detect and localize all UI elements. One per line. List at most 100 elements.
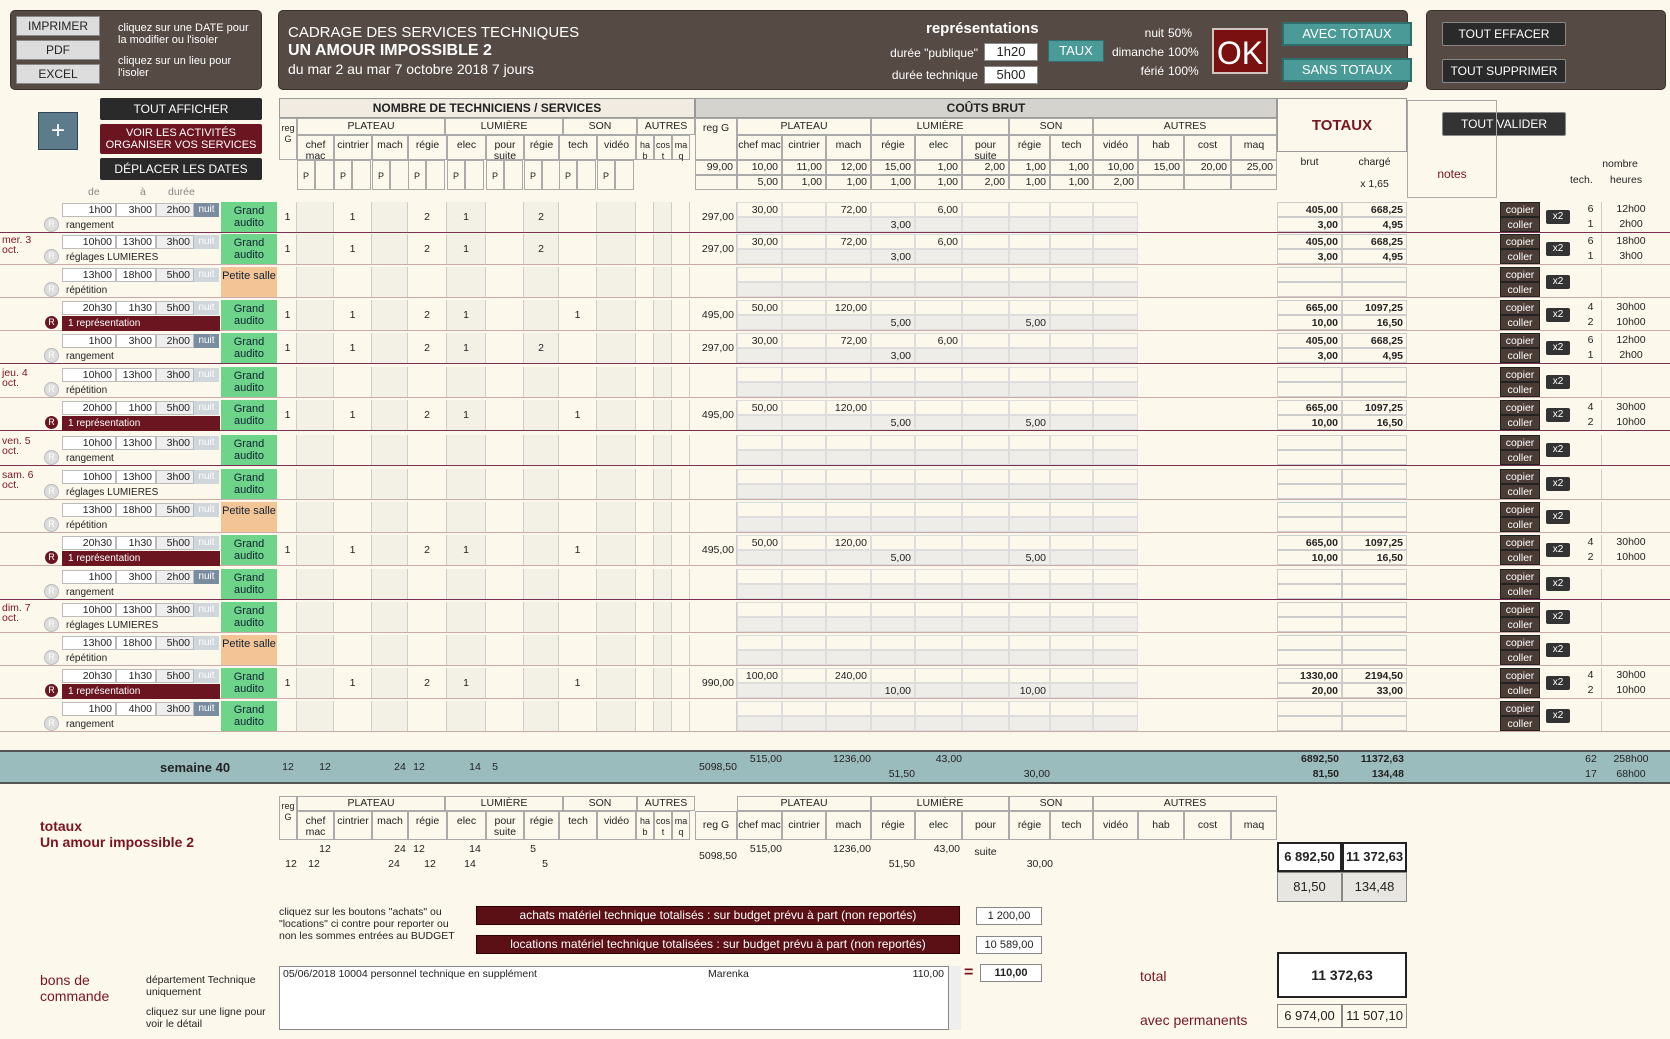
- copier-button[interactable]: copier: [1500, 267, 1540, 282]
- nb-cell[interactable]: [524, 602, 559, 632]
- nb-cell[interactable]: [636, 701, 654, 731]
- bons-line[interactable]: 05/06/2018 10004 personnel technique en …: [283, 968, 537, 980]
- nb-cell[interactable]: 2: [524, 202, 559, 232]
- nuit-toggle[interactable]: nuit: [194, 536, 219, 550]
- time-start[interactable]: 13h00: [62, 503, 116, 517]
- x2-button[interactable]: x2: [1546, 510, 1570, 524]
- nb-cell[interactable]: 1: [279, 400, 297, 430]
- coller-button[interactable]: coller: [1500, 415, 1540, 430]
- nuit-toggle[interactable]: nuit: [194, 203, 219, 217]
- nb-cell[interactable]: 2: [524, 234, 559, 264]
- nb-cell[interactable]: [408, 701, 447, 731]
- nb-cell[interactable]: [279, 469, 297, 499]
- nb-cell[interactable]: [372, 668, 408, 698]
- nb-cell[interactable]: [559, 367, 597, 397]
- nb-cell[interactable]: [297, 367, 334, 397]
- nb-cell[interactable]: [597, 602, 636, 632]
- row-activity[interactable]: rangement: [66, 587, 114, 598]
- rate2[interactable]: 1,00: [871, 175, 915, 190]
- nb-cell[interactable]: [636, 202, 654, 232]
- x2-button[interactable]: x2: [1546, 308, 1570, 322]
- nb-cell[interactable]: [636, 469, 654, 499]
- p-toggle[interactable]: P: [524, 160, 542, 190]
- tout-afficher-button[interactable]: TOUT AFFICHER: [100, 98, 262, 120]
- nb-cell[interactable]: [372, 569, 408, 599]
- coller-button[interactable]: coller: [1500, 282, 1540, 297]
- lieu[interactable]: Grand audito: [221, 400, 277, 430]
- voir-activites-button[interactable]: VOIR LES ACTIVITÉS ORGANISER VOS SERVICE…: [100, 124, 262, 154]
- nb-cell[interactable]: 1: [559, 300, 597, 330]
- nb-cell[interactable]: [297, 267, 334, 297]
- rate1[interactable]: 1,00: [915, 160, 962, 175]
- locations-button[interactable]: locations matériel technique totalisées …: [476, 935, 960, 954]
- nb-cell[interactable]: [486, 400, 524, 430]
- copier-button[interactable]: copier: [1500, 234, 1540, 249]
- nb-cell[interactable]: [597, 267, 636, 297]
- nb-cell[interactable]: [334, 435, 372, 465]
- coller-button[interactable]: coller: [1500, 348, 1540, 363]
- nb-cell[interactable]: [334, 635, 372, 665]
- time-end[interactable]: 13h00: [116, 235, 156, 249]
- nb-cell[interactable]: [559, 469, 597, 499]
- time-start[interactable]: 20h30: [62, 536, 116, 550]
- lieu[interactable]: Grand audito: [221, 569, 277, 599]
- copier-button[interactable]: copier: [1500, 400, 1540, 415]
- nb-cell[interactable]: [334, 569, 372, 599]
- nb-cell[interactable]: [408, 502, 447, 532]
- nb-cell[interactable]: [636, 502, 654, 532]
- rep-badge[interactable]: R: [44, 450, 59, 465]
- add-button[interactable]: +: [38, 112, 78, 150]
- tout-effacer-button[interactable]: TOUT EFFACER: [1442, 22, 1566, 46]
- time-end[interactable]: 1h30: [116, 301, 156, 315]
- nb-cell[interactable]: 1: [334, 300, 372, 330]
- nb-cell[interactable]: [297, 502, 334, 532]
- rate2[interactable]: 1,00: [826, 175, 871, 190]
- nuit-toggle[interactable]: nuit: [194, 436, 219, 450]
- time-end[interactable]: 3h00: [116, 334, 156, 348]
- row-activity[interactable]: rangement: [66, 453, 114, 464]
- nb-cell[interactable]: [672, 701, 690, 731]
- nb-cell[interactable]: 2: [408, 234, 447, 264]
- nb-cell[interactable]: [486, 435, 524, 465]
- achats-button[interactable]: achats matériel technique totalisés : su…: [476, 906, 960, 925]
- nb-cell[interactable]: 1: [334, 202, 372, 232]
- print-button[interactable]: IMPRIMER: [16, 16, 100, 36]
- row-activity[interactable]: répétition: [66, 285, 108, 296]
- nb-cell[interactable]: [408, 267, 447, 297]
- row-activity[interactable]: répétition: [66, 385, 108, 396]
- nb-cell[interactable]: [447, 502, 486, 532]
- nb-cell[interactable]: [597, 202, 636, 232]
- lieu[interactable]: Grand audito: [221, 701, 277, 731]
- nb-cell[interactable]: [297, 535, 334, 565]
- nb-cell[interactable]: [654, 602, 672, 632]
- nb-cell[interactable]: 1: [447, 535, 486, 565]
- nuit-toggle[interactable]: nuit: [194, 334, 219, 348]
- duree-pub-input[interactable]: 1h20: [984, 43, 1038, 61]
- rep-badge[interactable]: R: [44, 584, 59, 599]
- nb-cell[interactable]: 1: [559, 668, 597, 698]
- nb-cell[interactable]: 2: [408, 400, 447, 430]
- rate1[interactable]: 2,00: [962, 160, 1009, 175]
- p-toggle[interactable]: P: [408, 160, 426, 190]
- time-start[interactable]: 1h00: [62, 702, 116, 716]
- nb-cell[interactable]: 1: [447, 234, 486, 264]
- nb-cell[interactable]: [447, 267, 486, 297]
- nb-cell[interactable]: [372, 400, 408, 430]
- nb-cell[interactable]: [654, 668, 672, 698]
- nuit-toggle[interactable]: nuit: [194, 301, 219, 315]
- coller-button[interactable]: coller: [1500, 517, 1540, 532]
- time-start[interactable]: 10h00: [62, 603, 116, 617]
- nb-cell[interactable]: [372, 435, 408, 465]
- nb-cell[interactable]: 2: [408, 535, 447, 565]
- nb-cell[interactable]: [559, 635, 597, 665]
- coller-button[interactable]: coller: [1500, 450, 1540, 465]
- nb-cell[interactable]: [559, 234, 597, 264]
- time-start[interactable]: 13h00: [62, 636, 116, 650]
- coller-button[interactable]: coller: [1500, 315, 1540, 330]
- pdf-button[interactable]: PDF: [16, 40, 100, 60]
- row-activity[interactable]: répétition: [66, 520, 108, 531]
- rep-badge[interactable]: R: [44, 415, 59, 430]
- nb-cell[interactable]: [372, 267, 408, 297]
- nb-cell[interactable]: [524, 569, 559, 599]
- p-toggle[interactable]: P: [334, 160, 352, 190]
